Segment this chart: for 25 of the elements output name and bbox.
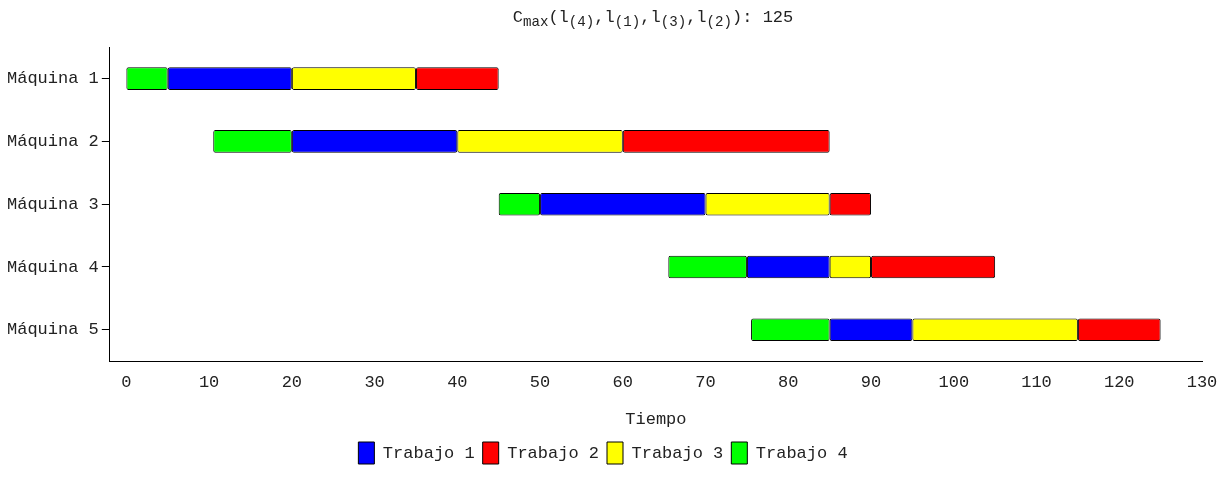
legend-label: Trabajo 1 [382,443,475,463]
x-tick-label: 110 [1021,372,1052,392]
x-tick-label: 0 [121,372,132,392]
x-tick-label: 40 [447,372,468,392]
y-tick-label: Máquina 3 [6,194,99,214]
x-tick-label: 120 [1103,372,1135,392]
chart-title: C$_{max}$(l$_{(4)}$,l$_{(1)}$,l$_{(3)}$,l$_{(2)}$): 125 [512,8,794,31]
x-tick-label: 20 [281,372,303,392]
x-axis-title: Tiempo [625,410,687,430]
x-tick-label: 130 [1186,372,1218,392]
y-tick-label: Máquina 1 [6,69,99,89]
x-tick-label: 90 [860,372,882,392]
x-tick-label: 30 [364,372,385,392]
x-tick-label: 70 [695,372,716,392]
x-tick-label: 100 [938,372,970,392]
x-tick-label: 80 [778,372,799,392]
x-tick-label: 50 [529,372,551,392]
legend-label: Trabajo 3 [631,443,724,463]
legend-label: Trabajo 2 [507,443,600,463]
y-tick-label: Máquina 5 [6,320,99,340]
y-tick-label: Máquina 2 [6,131,99,151]
legend-label: Trabajo 4 [755,443,848,463]
y-tick-label: Máquina 4 [6,257,99,277]
x-tick-label: 10 [198,372,220,392]
x-tick-label: 60 [612,372,634,392]
